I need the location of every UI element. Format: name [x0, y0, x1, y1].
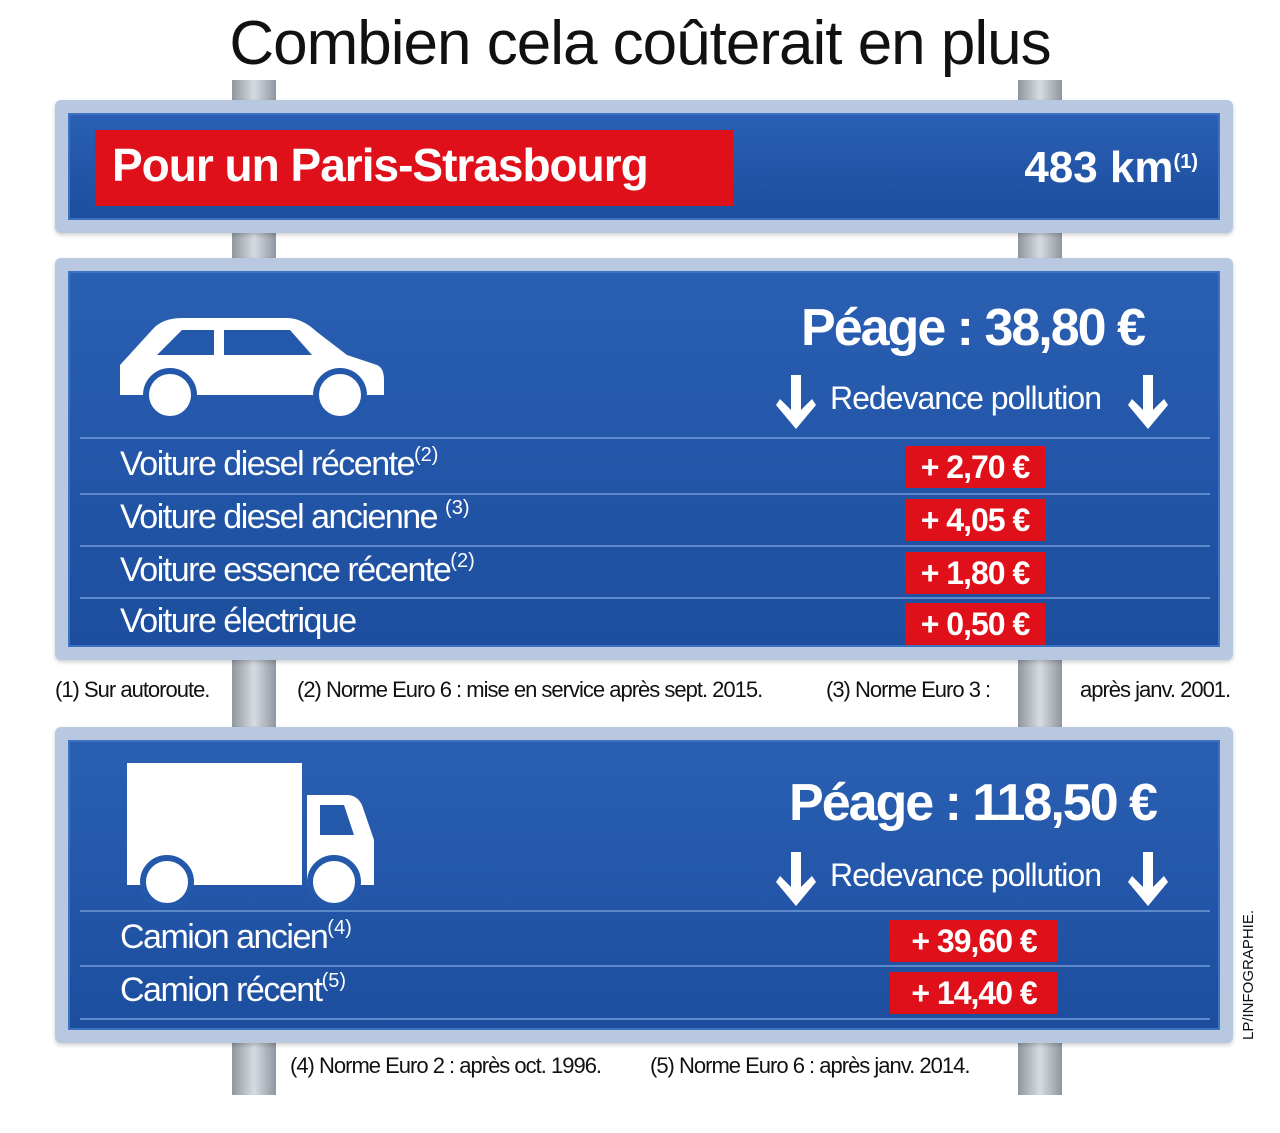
footnote: (3) Norme Euro 3 : — [826, 677, 991, 702]
arrow-down — [1128, 375, 1168, 429]
credit: LP/INFOGRAPHIE. — [1240, 909, 1257, 1040]
footnote: (4) Norme Euro 2 : après oct. 1996. — [290, 1053, 602, 1078]
label: Camion ancien — [120, 918, 329, 956]
row-label: Voiture diesel ancienne (3) — [120, 497, 470, 537]
separator — [80, 437, 1210, 439]
footnote-ref: (4) — [327, 917, 352, 939]
subheader: Redevance pollution — [830, 857, 1102, 893]
row-label: Voiture diesel récente(2) — [120, 444, 438, 484]
surcharge: + 2,70 € — [905, 446, 1045, 488]
surcharge: + 14,40 € — [890, 972, 1058, 1014]
distance: 483 km — [1024, 143, 1174, 192]
toll: Péage : 38,80 € — [801, 299, 1146, 357]
surcharge: + 4,05 € — [905, 499, 1045, 541]
arrow-down — [1128, 852, 1168, 906]
surcharge: + 39,60 € — [890, 920, 1058, 962]
arrow-down — [776, 375, 816, 429]
separator — [80, 910, 1210, 912]
separator — [80, 1018, 1210, 1020]
surcharge: + 0,50 € — [905, 603, 1045, 645]
surcharge: + 1,80 € — [905, 552, 1045, 594]
footnote: après janv. 2001. — [1080, 677, 1231, 702]
footnote: (2) Norme Euro 6 : mise en service après… — [297, 677, 763, 702]
separator — [80, 545, 1210, 547]
footnote-ref: (3) — [445, 497, 470, 519]
car-icon — [120, 318, 384, 420]
route-distance: 483 km(1) — [1024, 143, 1198, 193]
label: Voiture essence récente — [120, 551, 452, 589]
title: Combien cela coûterait en plus — [229, 9, 1051, 78]
separator — [80, 597, 1210, 599]
footnote: (1) Sur autoroute. — [55, 677, 210, 702]
label: Voiture électrique — [120, 602, 357, 640]
footnote-ref: (1) — [1173, 151, 1198, 173]
label: Voiture diesel récente — [120, 445, 415, 483]
footnote-ref: (2) — [450, 550, 475, 572]
truck-icon — [127, 763, 374, 909]
separator — [80, 965, 1210, 967]
row-label: Camion ancien(4) — [120, 917, 352, 957]
footnote: (5) Norme Euro 6 : après janv. 2014. — [650, 1053, 970, 1078]
label: Voiture diesel ancienne — [120, 498, 439, 536]
subheader: Redevance pollution — [830, 380, 1102, 416]
route-label: Pour un Paris-Strasbourg — [112, 139, 649, 191]
arrow-down — [776, 852, 816, 906]
row-label: Camion récent(5) — [120, 970, 346, 1010]
toll: Péage : 118,50 € — [789, 774, 1158, 832]
footnote-ref: (5) — [321, 970, 347, 992]
footnote-ref: (2) — [413, 444, 439, 466]
separator — [80, 493, 1210, 495]
row-label: Voiture essence récente(2) — [120, 550, 475, 590]
label: Camion récent — [120, 971, 323, 1009]
route-box — [95, 130, 733, 206]
row-label: Voiture électrique — [120, 602, 357, 641]
